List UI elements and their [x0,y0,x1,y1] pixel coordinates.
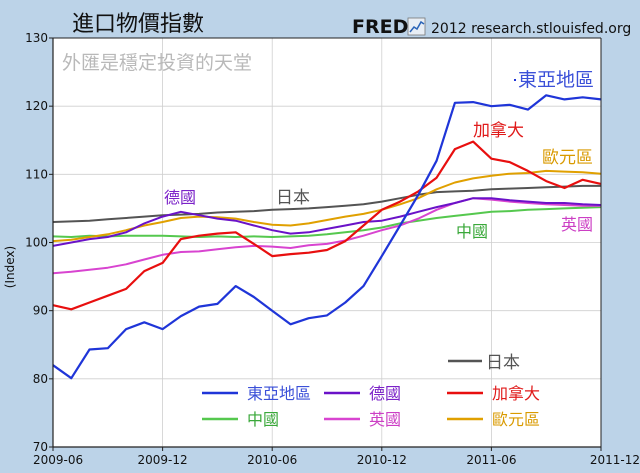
legend-label: 中國 [247,410,279,429]
x-tick-label: 2011-12 [590,453,640,467]
source-text: 2012 research.stlouisfed.org [431,21,631,37]
legend-label: 德國 [369,384,401,403]
y-tick-label: 100 [25,236,48,250]
series-line-1 [52,197,602,247]
annotation-label: 日本 [276,188,310,208]
tick-labels: 70 80 90 100 110 120 130 2009-06 2009-12 2010-06 2… [25,31,640,467]
legend-label: 歐元區 [492,410,540,429]
legend-label: 加拿大 [492,384,540,403]
fred-logo: FRED [352,16,408,38]
series-line-0 [52,94,602,380]
chart-subtitle: 外匯是穩定投資的天堂 [62,52,252,74]
chart-line-icon [407,17,426,36]
annotation-label: 英國 [561,215,593,234]
x-tick-label: 2011-06 [466,453,516,467]
y-tick-label: 70 [33,440,48,454]
axes [52,37,602,448]
grid [49,37,602,451]
y-tick-label: 120 [25,99,48,113]
series-lines [52,94,602,380]
series-line-5 [52,197,601,275]
annotation-label: 中國 [456,222,488,241]
annotation-label: 歐元區 [542,148,593,168]
y-axis-label: (Index) [3,246,17,288]
x-tick-label: 2009-12 [138,453,188,467]
y-tick-label: 110 [25,167,48,181]
chart-title: 進口物價指數 [72,12,204,37]
x-tick-label: 2010-12 [357,453,407,467]
series-line-3 [52,184,601,223]
annotation-label: 東亞地區 [518,69,594,91]
annotation-label: 加拿大 [473,120,524,141]
annotation-label: 日本 [486,353,520,373]
y-tick-label: 80 [33,372,48,386]
annotation-label: 德國 [164,188,196,207]
y-tick-label: 130 [25,31,48,45]
series-line-4 [52,206,602,238]
x-tick-label: 2010-06 [247,453,297,467]
x-tick-label: 2009-06 [33,453,83,467]
series-line-6 [52,169,602,243]
fred-brand: FRED 2012 research.stlouisfed.org [352,16,631,38]
series-line-2 [52,140,602,311]
legend-label: 東亞地區 [247,384,311,403]
legend-label: 英國 [369,410,401,429]
y-tick-label: 90 [33,304,48,318]
